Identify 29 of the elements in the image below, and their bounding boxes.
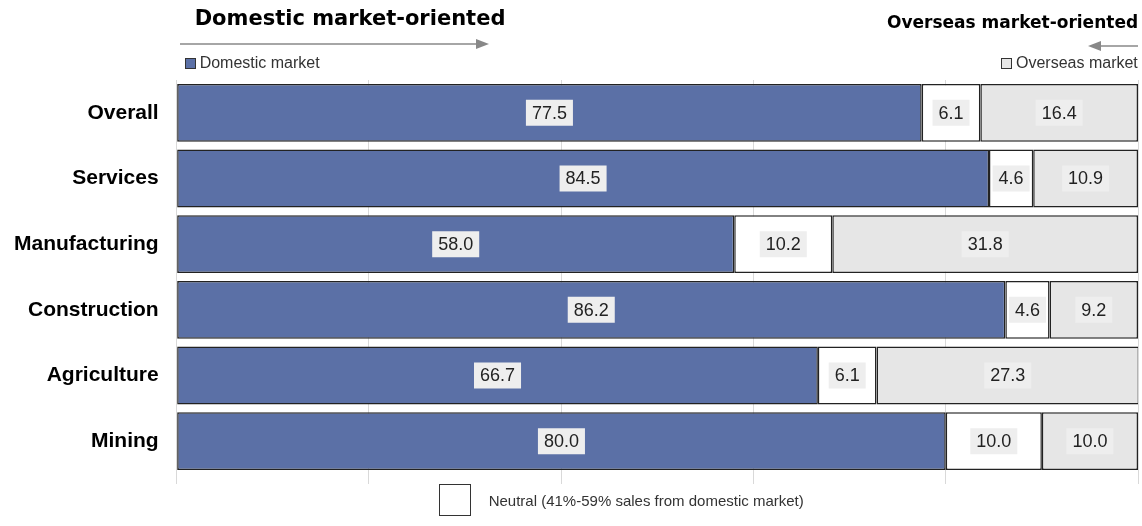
data-label: 77.5 (531, 102, 567, 123)
data-label: 10.9 (1068, 168, 1104, 189)
data-label: 16.4 (1041, 102, 1077, 123)
data-label: 6.1 (834, 365, 860, 386)
data-label: 27.3 (990, 365, 1026, 386)
legend-label: Overseas market (1016, 54, 1138, 72)
data-label: 10.0 (1072, 431, 1108, 452)
data-label: 84.5 (565, 168, 601, 189)
data-label: 66.7 (479, 365, 516, 386)
y-tick-label: Manufacturing (13, 230, 159, 254)
text: Overseas market-oriented (887, 12, 1139, 32)
y-tick-label: Services (72, 165, 159, 189)
y-tick-label: Overall (87, 99, 159, 123)
text: Domestic market-oriented (194, 6, 506, 30)
y-tick-label: Agriculture (46, 362, 159, 386)
data-label: 80.0 (543, 431, 579, 452)
data-label: 31.8 (967, 234, 1003, 255)
data-label: 10.0 (976, 431, 1012, 452)
y-tick-label: Construction (28, 296, 159, 320)
data-label: 58.0 (438, 234, 474, 255)
data-label: 6.1 (938, 102, 964, 123)
data-label: 4.6 (998, 168, 1024, 189)
data-label: 9.2 (1081, 299, 1107, 320)
data-label: 4.6 (1014, 299, 1040, 320)
data-label: 10.2 (765, 234, 801, 255)
data-label: 86.2 (573, 299, 609, 320)
series-label: Domestic market (199, 54, 320, 72)
legend-label: Neutral (41%-59% sales from domestic market) (488, 491, 804, 509)
y-tick-label: Mining (91, 427, 159, 451)
